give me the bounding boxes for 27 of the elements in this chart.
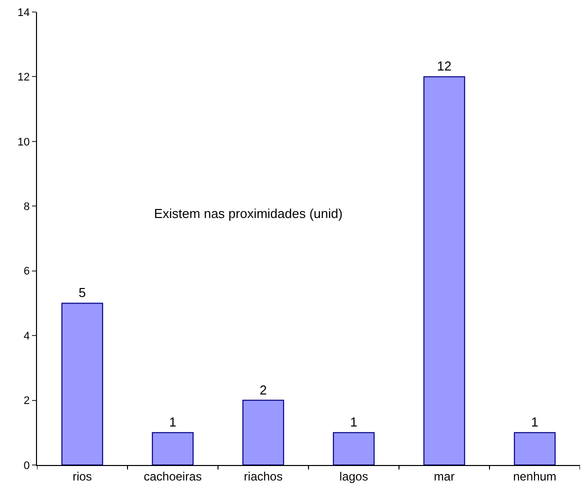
bar	[514, 432, 556, 465]
data-label: 2	[260, 382, 267, 398]
y-tick-label: 8	[24, 200, 30, 213]
y-tick-label: 4	[24, 330, 30, 342]
y-tick-label: 14	[18, 6, 30, 19]
data-label: 1	[169, 414, 176, 430]
bar	[242, 400, 284, 465]
data-label: 5	[78, 285, 86, 300]
x-tick-label: lagos	[339, 469, 368, 484]
data-label: 12	[437, 58, 452, 74]
bar	[61, 302, 104, 465]
data-label: 1	[531, 414, 538, 430]
y-tick-label: 2	[24, 395, 30, 408]
x-tick-label: nenhum	[513, 469, 556, 484]
y-tick-label: 12	[18, 72, 30, 84]
text: Existem nas proximidades (unid)	[154, 206, 343, 221]
y-tick-label: 10	[18, 136, 30, 148]
bar	[423, 76, 466, 465]
x-tick-label: rios	[72, 469, 92, 484]
bar	[152, 432, 194, 465]
y-tick-label: 0	[24, 460, 30, 472]
x-tick-label: riachos	[244, 469, 283, 484]
x-tick-label: mar	[434, 469, 455, 484]
y-tick-label: 6	[24, 266, 30, 278]
x-tick-label: cachoeiras	[144, 469, 202, 484]
data-label: 1	[350, 414, 358, 430]
bar	[332, 432, 375, 465]
